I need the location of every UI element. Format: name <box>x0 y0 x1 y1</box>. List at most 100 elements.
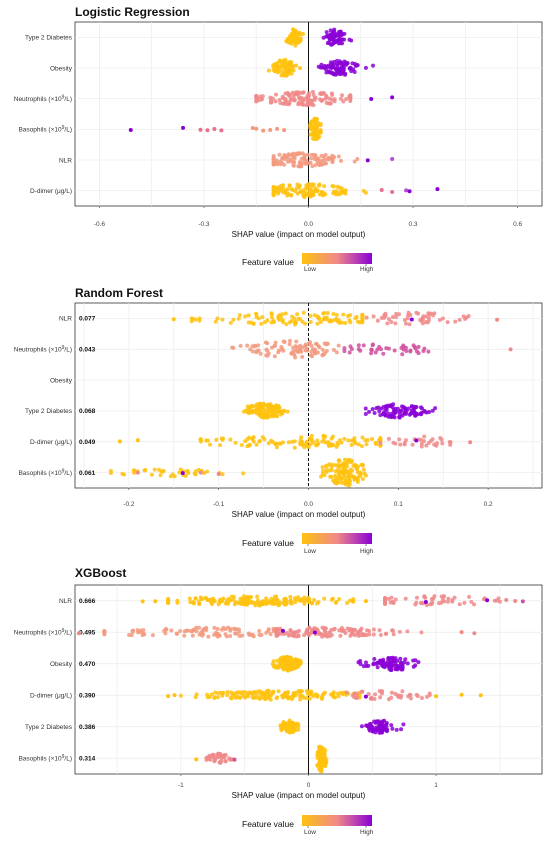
shap-point <box>312 116 317 121</box>
shap-point <box>345 601 350 606</box>
shap-point <box>394 314 399 319</box>
shap-point <box>269 311 274 316</box>
shap-point <box>352 159 357 164</box>
shap-point <box>419 444 424 449</box>
shap-point <box>389 319 394 324</box>
shap-point <box>414 600 419 605</box>
shap-point <box>379 406 384 411</box>
shap-point <box>281 320 286 325</box>
shap-point <box>341 99 346 104</box>
shap-point <box>319 761 324 766</box>
legend-title: Feature value <box>242 819 294 829</box>
shap-point <box>76 631 81 636</box>
feature-label: Basophils (×109/L) <box>18 468 72 477</box>
shap-point <box>371 632 376 637</box>
shap-point <box>260 435 265 440</box>
shap-point <box>271 156 276 161</box>
shap-point <box>294 690 299 695</box>
shap-point <box>358 662 363 667</box>
shap-point <box>190 316 195 321</box>
shap-point <box>169 628 174 633</box>
shap-point <box>307 600 312 605</box>
shap-point <box>331 311 336 316</box>
shap-point <box>356 464 361 469</box>
shap-point <box>462 600 467 605</box>
shap-point <box>378 437 383 442</box>
shap-point <box>358 470 363 475</box>
shap-point <box>268 100 273 105</box>
feature-label-sup: 9 <box>62 468 65 474</box>
shap-point <box>419 696 424 701</box>
shap-point <box>350 61 355 66</box>
shap-point <box>368 696 373 701</box>
shap-point <box>431 313 436 318</box>
shap-point <box>166 694 171 699</box>
shap-point <box>315 438 320 443</box>
feature-label: Obesity <box>50 65 73 72</box>
shap-point <box>289 187 294 192</box>
shap-point <box>338 96 343 101</box>
shap-point <box>324 315 329 320</box>
feature-label-main: Neutrophils (×10 <box>14 630 62 637</box>
shap-point <box>457 317 462 322</box>
shap-point <box>310 191 315 196</box>
shap-point <box>337 71 342 76</box>
shap-point <box>183 473 188 478</box>
shap-point <box>273 410 278 415</box>
shap-point <box>312 598 317 603</box>
shap-point <box>388 665 393 670</box>
shap-point <box>367 628 372 633</box>
shap-point <box>273 340 278 345</box>
shap-point <box>349 438 354 443</box>
shap-point <box>323 440 328 445</box>
shap-point <box>445 599 450 604</box>
shap-point <box>402 442 407 447</box>
shap-point <box>400 689 405 694</box>
shap-point <box>274 445 279 450</box>
shap-point <box>218 754 223 759</box>
shap-point <box>390 189 395 194</box>
shap-point <box>369 347 374 352</box>
shap-point <box>288 629 293 634</box>
shap-point <box>261 407 266 412</box>
shap-point <box>340 628 345 633</box>
shap-point <box>281 409 286 414</box>
shap-point <box>334 316 339 321</box>
x-tick-label: 0.0 <box>304 501 313 508</box>
shap-point <box>339 476 344 481</box>
shap-point <box>219 627 224 632</box>
shap-point <box>265 341 270 346</box>
shap-point <box>302 96 307 101</box>
shap-point <box>241 594 246 599</box>
shap-point <box>337 597 342 602</box>
shap-point <box>254 402 259 407</box>
shap-point <box>188 600 193 605</box>
shap-point <box>198 437 203 442</box>
shap-point <box>369 351 374 356</box>
shap-point <box>361 633 366 638</box>
shap-point <box>426 349 431 354</box>
shap-point <box>392 411 397 416</box>
shap-point <box>260 411 265 416</box>
shap-point <box>257 690 262 695</box>
shap-point <box>298 32 303 37</box>
shap-point <box>325 310 330 315</box>
shap-point <box>245 436 250 441</box>
shap-point <box>297 316 302 321</box>
shap-point <box>285 694 290 699</box>
shap-point <box>158 473 163 478</box>
shap-point <box>353 462 358 467</box>
shap-point <box>266 627 271 632</box>
shap-point <box>281 101 286 106</box>
shap-point <box>288 723 293 728</box>
shap-point <box>327 101 332 106</box>
shap-point <box>401 722 406 727</box>
shap-point <box>212 632 217 637</box>
shap-point <box>370 407 375 412</box>
shap-point <box>463 316 468 321</box>
shap-point <box>348 467 353 472</box>
shap-point <box>338 29 343 34</box>
shap-point <box>334 69 339 74</box>
shap-point <box>250 126 255 131</box>
shap-point <box>383 598 388 603</box>
